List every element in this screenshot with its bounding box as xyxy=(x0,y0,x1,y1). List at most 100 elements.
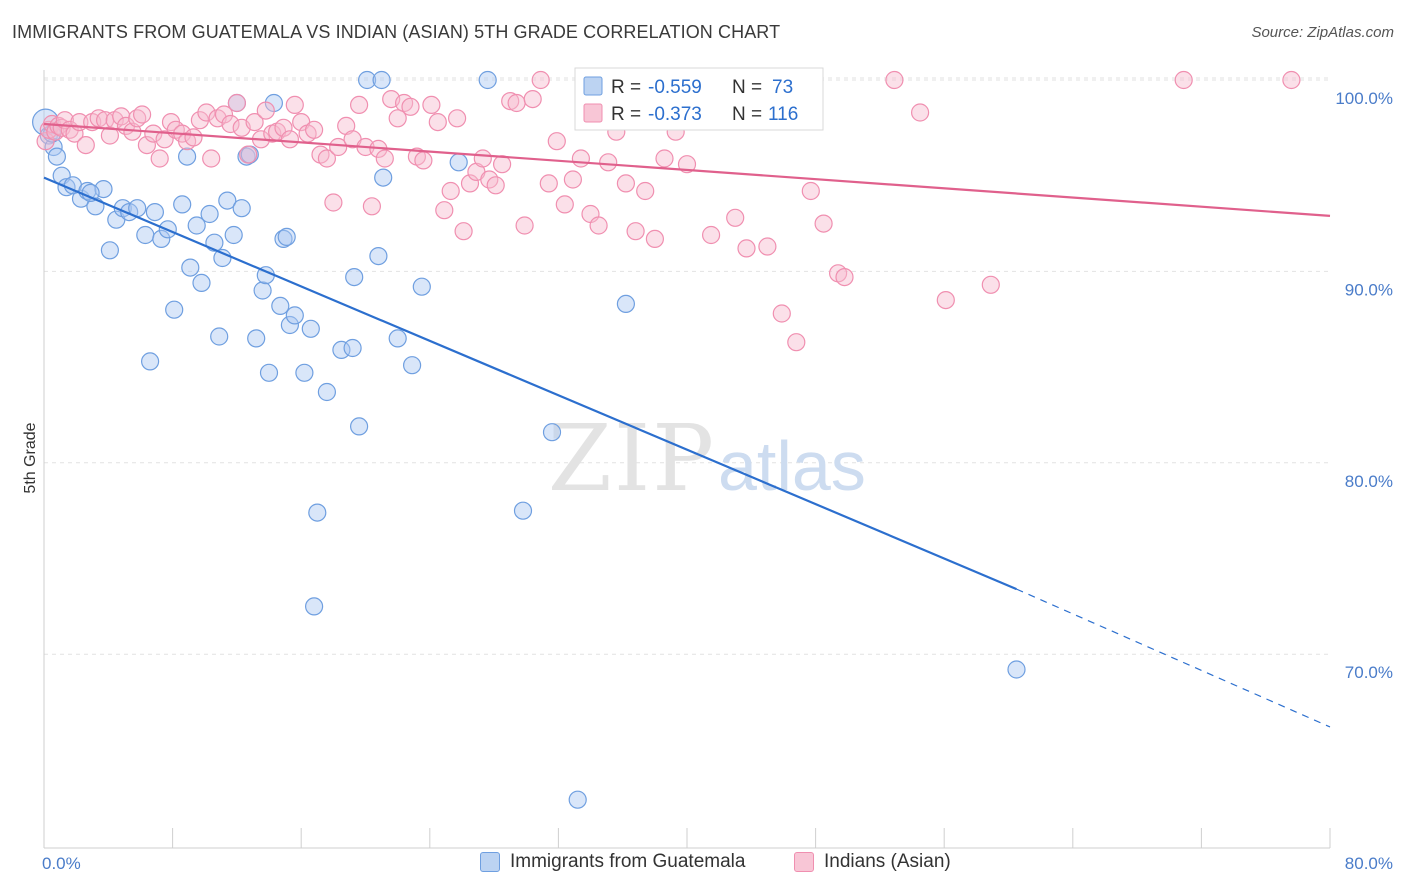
guatemala-point-27 xyxy=(200,204,219,224)
guatemala-point-50 xyxy=(308,503,327,522)
trend-line-guatemala-extension xyxy=(1016,588,1331,728)
series-indian-asian xyxy=(36,70,1301,352)
legend-item-guatemala: Immigrants from Guatemala xyxy=(480,851,745,873)
legend-swatch-indian-asian xyxy=(794,852,814,872)
indian-asian-point-86 xyxy=(555,195,574,214)
indian-asian-point-34 xyxy=(214,105,234,124)
indian-asian-point-69 xyxy=(435,201,454,220)
guatemala-point-64 xyxy=(478,70,497,90)
guatemala-point-49 xyxy=(305,597,324,616)
indian-asian-point-100 xyxy=(701,225,721,245)
indian-asian-point-38 xyxy=(239,145,258,164)
y-tick-labels: 70.0% 80.0% 90.0% 100.0% xyxy=(1335,89,1393,682)
legend-r-value-pink: -0.373 xyxy=(648,104,702,125)
indian-asian-point-71 xyxy=(448,109,467,128)
indian-asian-point-95 xyxy=(636,181,655,201)
indian-asian-point-102 xyxy=(737,239,756,258)
indian-asian-point-58 xyxy=(362,197,381,216)
indian-asian-point-20 xyxy=(133,105,152,124)
legend-r-label-pink: R = xyxy=(611,104,641,125)
indian-asian-point-31 xyxy=(197,103,216,122)
guatemala-point-45 xyxy=(280,315,299,335)
guatemala-point-55 xyxy=(350,417,369,436)
indian-asian-point-85 xyxy=(547,132,566,151)
guatemala-point-60 xyxy=(388,329,407,348)
legend-r-label-blue: R = xyxy=(611,77,641,98)
legend-swatch-pink xyxy=(583,103,603,123)
legend-item-indian-asian: Indians (Asian) xyxy=(794,851,951,873)
legend-box xyxy=(574,67,824,131)
indian-asian-point-49 xyxy=(305,120,324,139)
guatemala-point-47 xyxy=(295,363,314,382)
guatemala-point-37 xyxy=(247,329,266,348)
guatemala-point-38 xyxy=(253,281,272,300)
y-axis-label: 5th Grade xyxy=(22,422,39,493)
guatemala-point-11 xyxy=(100,241,120,260)
indian-asian-point-68 xyxy=(428,112,447,132)
guatemala-point-17 xyxy=(141,352,160,371)
guatemala-point-16 xyxy=(136,225,155,245)
guatemala-point-21 xyxy=(165,300,184,319)
indian-asian-point-87 xyxy=(563,170,583,189)
legend-label-indian-asian: Indians (Asian) xyxy=(824,851,951,872)
source-label: Source: ZipAtlas.com xyxy=(1251,24,1394,41)
indian-asian-point-107 xyxy=(814,214,833,233)
indian-asian-point-93 xyxy=(616,174,636,193)
correlation-legend: R = -0.559 N = 73 R = -0.373 N = 116 xyxy=(574,67,824,131)
guatemala-point-58 xyxy=(374,168,393,187)
indian-asian-point-16 xyxy=(112,107,131,126)
guatemala-point-51 xyxy=(317,382,336,402)
indian-asian-point-83 xyxy=(531,70,550,90)
guatemala-point-25 xyxy=(187,216,206,235)
indian-asian-point-66 xyxy=(414,151,433,170)
indian-asian-point-64 xyxy=(401,97,420,116)
trend-line-indian-asian xyxy=(43,122,1331,217)
indian-asian-point-103 xyxy=(758,237,777,256)
indian-asian-point-36 xyxy=(227,93,246,113)
indian-asian-point-97 xyxy=(655,149,674,168)
indian-asian-point-21 xyxy=(137,136,156,155)
indian-asian-point-115 xyxy=(1282,70,1301,90)
indian-asian-point-105 xyxy=(787,333,806,352)
indian-asian-point-72 xyxy=(454,222,473,241)
indian-asian-point-51 xyxy=(317,149,336,168)
indian-asian-point-99 xyxy=(677,155,697,174)
guatemala-point-48 xyxy=(301,319,320,338)
guatemala-point-70 xyxy=(1007,660,1026,679)
indian-asian-point-53 xyxy=(329,137,348,157)
guatemala-point-18 xyxy=(145,203,164,222)
guatemala-point-3 xyxy=(47,147,67,166)
guatemala-point-34 xyxy=(232,199,251,218)
indian-asian-point-62 xyxy=(388,109,407,128)
legend-swatch-blue xyxy=(583,76,603,96)
chart-title: IMMIGRANTS FROM GUATEMALA VS INDIAN (ASI… xyxy=(12,22,781,42)
guatemala-point-46 xyxy=(285,306,304,325)
guatemala-point-31 xyxy=(218,191,237,210)
indian-asian-point-77 xyxy=(486,176,505,195)
indian-asian-point-75 xyxy=(473,149,492,168)
indian-asian-point-111 xyxy=(910,103,930,122)
guatemala-point-52 xyxy=(332,340,351,359)
legend-label-guatemala: Immigrants from Guatemala xyxy=(510,851,746,872)
indian-asian-point-22 xyxy=(144,124,163,143)
guatemala-point-59 xyxy=(372,70,391,90)
guatemala-point-43 xyxy=(274,229,293,248)
series-guatemala xyxy=(31,70,1026,809)
guatemala-point-56 xyxy=(358,70,377,90)
indian-asian-point-23 xyxy=(150,149,169,168)
indian-asian-point-91 xyxy=(599,153,618,172)
guatemala-point-67 xyxy=(568,790,587,809)
indian-asian-point-106 xyxy=(801,181,820,201)
guatemala-point-69 xyxy=(616,294,636,313)
guatemala-point-19 xyxy=(152,229,171,248)
y-tick-label-1: 80.0% xyxy=(1345,472,1393,491)
watermark-zip: ZIP xyxy=(548,405,716,512)
indian-asian-point-67 xyxy=(422,95,441,115)
x-tick-label-min: 0.0% xyxy=(42,854,81,873)
indian-asian-point-56 xyxy=(350,95,369,115)
guatemala-point-40 xyxy=(259,363,279,382)
indian-asian-point-46 xyxy=(285,95,304,115)
indian-asian-point-110 xyxy=(885,70,904,90)
x-tick-label-max: 80.0% xyxy=(1345,854,1393,873)
indian-asian-point-90 xyxy=(589,216,608,235)
